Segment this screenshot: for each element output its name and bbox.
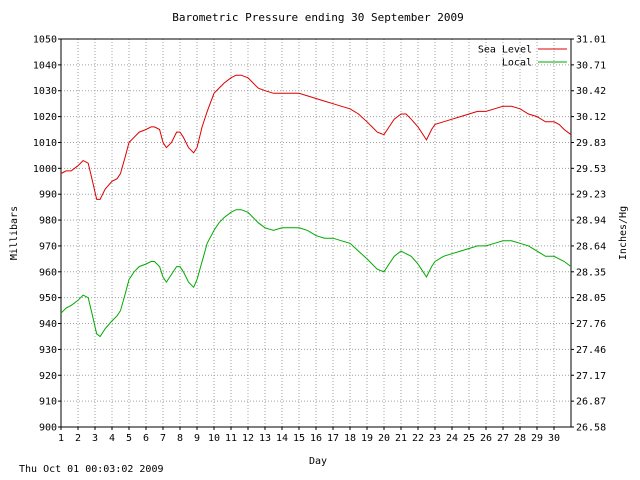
x-tick-label: 8 bbox=[177, 433, 183, 444]
x-tick-label: 19 bbox=[361, 433, 373, 444]
x-tick-label: 7 bbox=[160, 433, 166, 444]
x-tick-label: 9 bbox=[194, 433, 200, 444]
y-tick-label-right: 28.35 bbox=[576, 267, 606, 278]
y-tick-label-right: 28.64 bbox=[576, 241, 606, 252]
y-tick-label: 990 bbox=[39, 190, 57, 201]
x-tick-label: 11 bbox=[225, 433, 237, 444]
x-tick-label: 1 bbox=[58, 433, 64, 444]
y-axis-left: 900 910 920 930 940 950 960 970 980 990 1000 1010 10… bbox=[33, 35, 61, 434]
y-tick-label: 1020 bbox=[33, 112, 57, 123]
y-tick-label-right: 29.23 bbox=[576, 190, 606, 201]
x-tick-label: 12 bbox=[242, 433, 254, 444]
y-tick-label-right: 30.12 bbox=[576, 112, 606, 123]
x-tick-label: 29 bbox=[531, 433, 543, 444]
x-tick-label: 18 bbox=[344, 433, 356, 444]
series-lines bbox=[60, 74, 572, 338]
y-tick-label-right: 27.46 bbox=[576, 345, 606, 356]
x-tick-label: 10 bbox=[208, 433, 220, 444]
y-axis-label-left: Millibars bbox=[9, 206, 20, 260]
legend-label-local: Local bbox=[502, 58, 532, 69]
y-tick-label: 950 bbox=[39, 293, 57, 304]
timestamp: Thu Oct 01 00:03:02 2009 bbox=[19, 464, 164, 475]
y-axis-right: 26.58 26.87 27.17 27.46 27.76 28.05 28.35 28.64… bbox=[571, 35, 606, 434]
y-tick-label-right: 26.87 bbox=[576, 397, 606, 408]
y-tick-label: 1000 bbox=[33, 164, 57, 175]
y-tick-label: 910 bbox=[39, 397, 57, 408]
x-tick-label: 16 bbox=[310, 433, 322, 444]
x-tick-label: 2 bbox=[75, 433, 81, 444]
x-tick-label: 15 bbox=[293, 433, 305, 444]
x-tick-label: 3 bbox=[92, 433, 98, 444]
x-tick-label: 28 bbox=[514, 433, 526, 444]
y-tick-label: 980 bbox=[39, 216, 57, 227]
grid bbox=[61, 39, 571, 427]
y-axis-label-right: Inches/Hg bbox=[618, 206, 629, 260]
y-tick-label: 960 bbox=[39, 267, 57, 278]
x-tick-label: 26 bbox=[480, 433, 492, 444]
series-line-local bbox=[60, 209, 572, 338]
x-tick-label: 23 bbox=[429, 433, 441, 444]
x-tick-label: 17 bbox=[327, 433, 339, 444]
x-tick-label: 24 bbox=[446, 433, 458, 444]
y-tick-label: 900 bbox=[39, 423, 57, 434]
y-tick-label: 1040 bbox=[33, 60, 57, 71]
x-tick-label: 4 bbox=[109, 433, 115, 444]
y-tick-label-right: 29.83 bbox=[576, 138, 606, 149]
y-tick-label-right: 27.17 bbox=[576, 371, 606, 382]
plot-frame bbox=[60, 38, 572, 428]
x-axis-label: Day bbox=[309, 456, 327, 467]
chart-title: Barometric Pressure ending 30 September … bbox=[172, 11, 463, 24]
y-tick-label: 920 bbox=[39, 371, 57, 382]
x-axis: 1 2 3 4 5 6 7 8 9 10 11 12 13 14 15 16 17 18 19 20 21 22 23 24 2… bbox=[58, 427, 560, 444]
y-tick-label-right: 27.76 bbox=[576, 319, 606, 330]
y-tick-label-right: 30.42 bbox=[576, 86, 606, 97]
series-line-sea-level bbox=[60, 74, 572, 200]
y-tick-label-right: 30.71 bbox=[576, 60, 606, 71]
x-tick-label: 13 bbox=[259, 433, 271, 444]
y-tick-label: 1050 bbox=[33, 35, 57, 46]
x-tick-label: 27 bbox=[497, 433, 509, 444]
y-tick-label-right: 28.94 bbox=[576, 216, 606, 227]
legend-label-sea-level: Sea Level bbox=[478, 45, 532, 56]
y-tick-label-right: 28.05 bbox=[576, 293, 606, 304]
y-tick-label: 1030 bbox=[33, 86, 57, 97]
y-tick-label-right: 31.01 bbox=[576, 35, 606, 46]
x-tick-label: 25 bbox=[463, 433, 475, 444]
x-tick-label: 20 bbox=[378, 433, 390, 444]
x-tick-label: 22 bbox=[412, 433, 424, 444]
y-tick-label: 970 bbox=[39, 241, 57, 252]
y-tick-label: 930 bbox=[39, 345, 57, 356]
x-tick-label: 30 bbox=[548, 433, 560, 444]
x-tick-label: 6 bbox=[143, 433, 149, 444]
x-tick-label: 5 bbox=[126, 433, 132, 444]
y-tick-label: 1010 bbox=[33, 138, 57, 149]
x-tick-label: 14 bbox=[276, 433, 288, 444]
x-tick-label: 21 bbox=[395, 433, 407, 444]
legend: Sea Level Local bbox=[478, 45, 567, 69]
y-tick-label-right: 26.58 bbox=[576, 423, 606, 434]
y-tick-label-right: 29.53 bbox=[576, 164, 606, 175]
y-tick-label: 940 bbox=[39, 319, 57, 330]
